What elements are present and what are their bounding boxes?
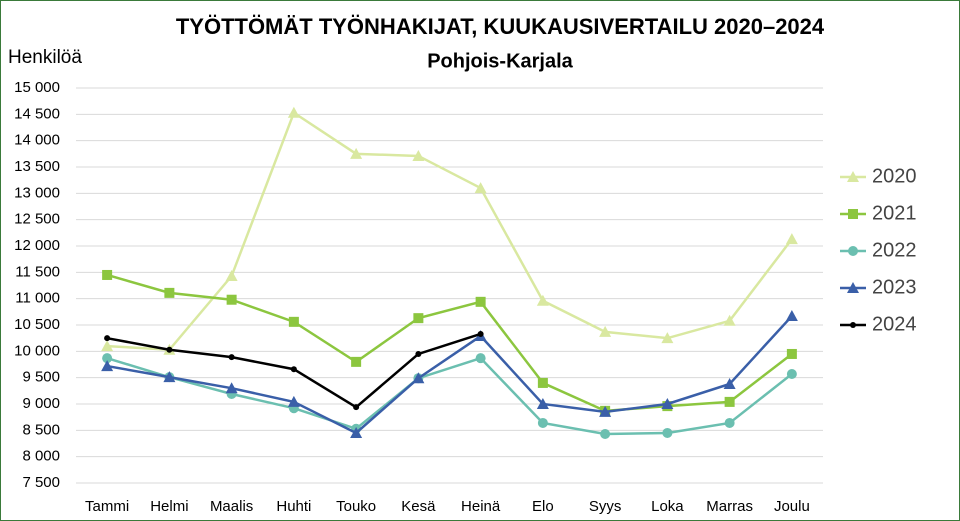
legend-label: 2023 [872,276,917,298]
point [477,330,484,337]
point [536,294,549,306]
legend-label: 2021 [872,202,917,224]
point [163,371,176,383]
point [226,294,237,305]
y-tick-label: 10 500 [14,316,60,333]
x-tick-label: Kesä [401,498,436,515]
y-tick-label: 12 000 [14,237,60,254]
x-tick-label: Loka [651,498,684,515]
point [412,149,425,161]
y-tick-label: 9 500 [22,369,60,386]
point [351,356,362,367]
point [413,313,424,324]
point [724,396,735,407]
y-tick-label: 13 000 [14,184,60,201]
point [412,372,425,384]
y-tick-label: 10 000 [14,342,60,359]
x-tick-label: Huhti [276,498,311,515]
point [724,417,735,428]
y-tick-label: 12 500 [14,211,60,228]
y-tick-label: 11 500 [15,263,60,280]
point [785,310,798,322]
x-tick-label: Maalis [210,498,253,515]
point [536,398,549,409]
legend-label: 2024 [872,313,917,335]
point [225,270,238,282]
point [600,429,611,440]
point [599,325,612,337]
y-axis-label: Henkilöä [8,47,82,68]
x-tick-label: Heinä [461,498,501,515]
legend-label: 2020 [872,165,917,187]
point [287,395,300,407]
x-tick-label: Tammi [85,498,129,515]
point [225,382,238,394]
y-tick-label: 13 500 [14,158,60,175]
legend-marker [848,246,858,256]
point [661,398,674,409]
point [661,332,674,344]
chart-subtitle: Pohjois-Karjala [427,50,573,72]
x-tick-label: Touko [336,498,376,515]
point [166,346,173,353]
legend-marker [847,171,859,182]
series-line [107,110,793,352]
series-line [106,356,793,436]
point [723,314,736,326]
point [287,106,300,118]
y-tick-label: 15 000 [14,79,60,96]
chart-title: TYÖTTÖMÄT TYÖNHAKIJAT, KUUKAUSIVERTAILU … [176,14,825,39]
point [786,348,797,359]
point [288,316,299,327]
point [415,350,422,357]
point [102,269,113,280]
point [537,377,548,388]
legend-marker [847,282,859,293]
x-tick-label: Marras [706,498,753,515]
point [350,426,363,438]
legend-marker [850,322,856,328]
y-tick-label: 11 000 [15,290,60,307]
y-tick-label: 14 000 [14,132,60,149]
y-tick-label: 8 500 [22,421,60,438]
point [350,147,363,159]
point [353,404,360,411]
y-tick-label: 14 500 [14,105,60,122]
point [785,233,798,245]
point [723,377,736,389]
point [599,405,612,417]
point [228,354,235,361]
y-tick-label: 8 000 [22,448,60,465]
series-line [106,273,793,413]
point [164,287,175,298]
legend-marker [848,209,858,219]
y-tick-label: 9 000 [22,395,60,412]
point [101,340,114,352]
point [104,335,111,342]
y-tick-label: 7 500 [22,474,60,491]
point [475,296,486,307]
point [662,427,673,438]
legend-label: 2022 [872,239,917,261]
point [474,182,487,194]
point [537,417,548,428]
x-tick-label: Syys [589,498,622,515]
point [475,353,486,364]
point [786,368,797,379]
point [290,366,297,373]
x-tick-label: Elo [532,498,554,515]
point [102,353,113,364]
x-tick-label: Joulu [774,498,810,515]
x-tick-label: Helmi [150,498,188,515]
point [101,360,114,372]
series-line [106,315,793,435]
